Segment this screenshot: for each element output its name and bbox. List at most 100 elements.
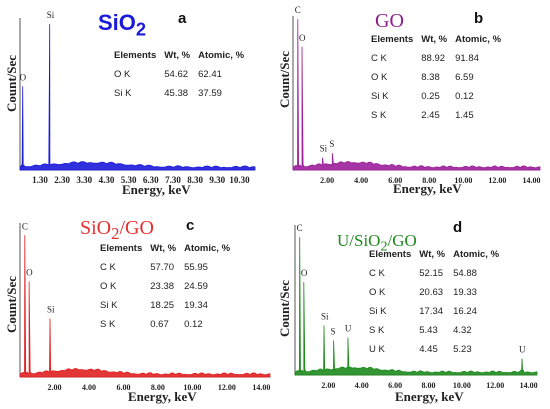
table-cell: 4.45 <box>419 344 438 355</box>
column-header: Atomic, % <box>453 249 500 260</box>
x-tick-label: 4.30 <box>99 175 115 185</box>
table-row: Si K 18.25 19.34 <box>96 296 234 315</box>
x-tick-label: 7.30 <box>165 175 181 185</box>
x-tick-label: 2.30 <box>54 175 70 185</box>
column-header: Wt, % <box>419 249 446 260</box>
peak-label-o: O <box>20 72 27 82</box>
table-cell: 55.95 <box>184 262 208 273</box>
peak-label-o: O <box>301 268 308 278</box>
peak-label-u: U <box>519 345 526 355</box>
x-tick-label: 8.00 <box>422 381 436 390</box>
x-tick-label: 1.30 <box>32 175 48 185</box>
y-axis-label-a: Count/Sec <box>4 54 19 112</box>
x-tick-label: 10.00 <box>453 381 471 390</box>
table-cell: 54.62 <box>164 69 189 80</box>
x-tick-label: 6.00 <box>388 381 402 390</box>
panel-letter-c: c <box>186 217 195 234</box>
table-header-row: Elements Wt, % Atomic, % <box>365 245 503 264</box>
table-cell: 0.12 <box>184 319 203 330</box>
peak-label-c: C <box>297 223 303 233</box>
x-tick-label: 2.00 <box>321 381 335 390</box>
panel-letter-a: a <box>178 10 187 27</box>
x-tick-label: 6.30 <box>143 175 159 185</box>
x-tick-label: 10.30 <box>229 175 250 185</box>
table-row: C K 88.92 91.84 <box>367 49 505 68</box>
y-axis-label-c: Count/Sec <box>4 275 19 333</box>
table-row: S K 5.43 4.32 <box>365 321 503 340</box>
x-axis-label-a: Energy, keV <box>122 182 191 197</box>
column-header: Elements <box>371 34 414 45</box>
table-row: S K 0.67 0.12 <box>96 315 234 334</box>
table-row: O K 8.38 6.59 <box>367 68 505 87</box>
table-row: O K 20.63 19.33 <box>365 283 503 302</box>
y-axis-label-d: Count/Sec <box>277 279 292 337</box>
table-cell: 62.41 <box>198 69 222 80</box>
x-tick-label: 8.00 <box>151 383 165 392</box>
table-row: C K 52.15 54.88 <box>365 264 503 283</box>
sample-title-c: SiO2/GO <box>80 217 154 243</box>
table-row: S K 2.45 1.45 <box>367 106 505 125</box>
panel-c: C O Si 2.00 4.00 6.00 8.00 10.00 12.00 14.00 Coun… <box>0 205 275 409</box>
table-header-row: Elements Wt, % Atomic, % <box>367 30 505 49</box>
x-axis-label-d: Energy, keV <box>395 389 464 404</box>
table-cell: 19.34 <box>184 300 208 311</box>
spectrum-plot-c: C O Si 2.00 4.00 6.00 8.00 10.00 12.00 14.00 <box>19 221 271 392</box>
x-tick-label: 8.00 <box>422 176 436 185</box>
panel-letter-b: b <box>474 10 484 27</box>
sample-title-d: U/SiO2/GO <box>337 231 417 255</box>
table-header-row: Elements Wt, % Atomic, % <box>96 239 234 258</box>
table-cell: 2.45 <box>421 110 440 121</box>
x-tick-label: 10.00 <box>454 176 472 185</box>
x-tick-label: 10.00 <box>183 383 201 392</box>
spectrum-trace <box>292 19 541 171</box>
y-axis-label-b: Count/Sec <box>277 50 292 108</box>
peak-label-c: C <box>295 5 301 15</box>
x-tick-label: 4.00 <box>355 381 369 390</box>
table-cell: S K <box>369 325 385 336</box>
panel-a: O Si 1.30 2.30 3.30 4.30 5.30 6.30 7.30 8.30 9.30 1… <box>0 0 275 200</box>
x-tick-label: 2.00 <box>320 176 334 185</box>
column-header: Atomic, % <box>184 243 231 254</box>
x-tick-label: 3.30 <box>76 175 92 185</box>
panel-d: C O Si S U U 2.00 4.00 6.00 8.00 10.00 12.00 14.00 C… <box>275 205 550 409</box>
x-tick-label: 8.30 <box>187 175 203 185</box>
x-axis-label-b: Energy, keV <box>393 181 462 196</box>
composition-table-c: Elements Wt, % Atomic, % C K 57.70 55.95 O K 23… <box>96 239 234 334</box>
table-cell: 16.24 <box>453 306 477 317</box>
x-tick-label: 4.00 <box>354 176 368 185</box>
panel-b: C O Si S 2.00 4.00 6.00 8.00 10.00 12.00 14.00 Cou… <box>275 0 550 200</box>
table-cell: 57.70 <box>150 262 175 273</box>
composition-table-b: Elements Wt, % Atomic, % C K 88.92 91.84 O K 8.… <box>367 30 505 125</box>
table-cell: C K <box>369 268 385 279</box>
column-header: Elements <box>114 50 157 61</box>
peak-label-s: S <box>331 327 336 337</box>
sample-title-a: SiO2 <box>98 10 147 40</box>
x-tick-label: 6.00 <box>116 383 130 392</box>
x-tick-label: 6.00 <box>388 176 402 185</box>
table-cell: Si K <box>369 306 387 317</box>
table-row: Si K 45.38 37.59 <box>110 84 248 103</box>
table-cell: 1.45 <box>455 110 474 121</box>
peak-label-u: U <box>345 324 352 334</box>
peak-label-si: Si <box>321 312 329 322</box>
table-cell: 37.59 <box>198 88 222 99</box>
x-tick-label: 2.00 <box>47 383 61 392</box>
peak-label-si: Si <box>47 10 55 20</box>
table-cell: 52.15 <box>419 268 444 279</box>
composition-table-a: Elements Wt, % Atomic, % O K 54.62 62.41 Si K 4… <box>110 46 248 103</box>
table-cell: 88.92 <box>421 53 446 64</box>
table-cell: 0.25 <box>421 91 440 102</box>
table-cell: Si K <box>100 300 118 311</box>
table-cell: 18.25 <box>150 300 175 311</box>
table-cell: 5.23 <box>453 344 472 355</box>
spectrum-trace <box>19 235 271 378</box>
sample-title-b: GO <box>375 10 404 32</box>
composition-table-d: Elements Wt, % Atomic, % C K 52.15 54.88 O K 20… <box>365 245 503 359</box>
table-cell: 54.88 <box>453 268 477 279</box>
peak-label-c: C <box>22 221 28 231</box>
table-row: C K 57.70 55.95 <box>96 258 234 277</box>
table-cell: O K <box>114 69 131 80</box>
x-tick-label: 14.00 <box>252 383 270 392</box>
table-cell: 0.67 <box>150 319 169 330</box>
